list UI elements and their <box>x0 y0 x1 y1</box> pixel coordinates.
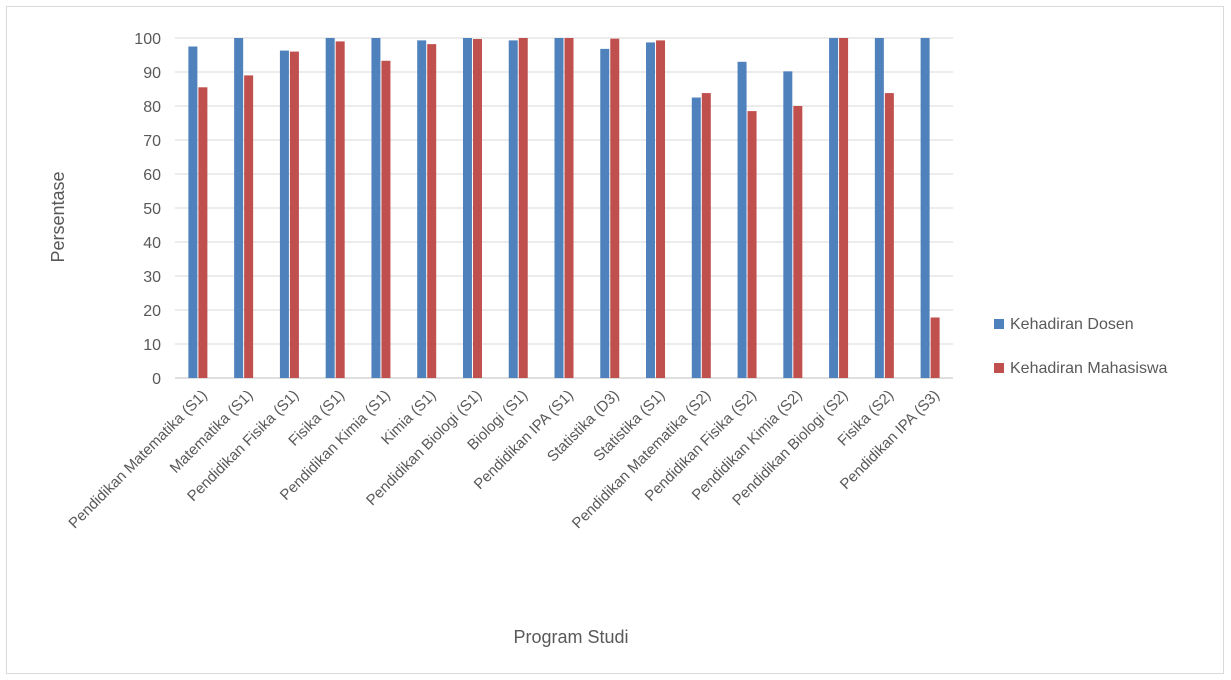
y-tick-label: 40 <box>143 235 161 252</box>
bar-dosen <box>188 46 198 378</box>
bar-mahasiswa <box>244 75 254 379</box>
bar-mahasiswa <box>472 39 482 379</box>
bar-dosen <box>371 38 381 378</box>
x-axis-ticks: Pendidikan Matematika (S1)Matematika (S1… <box>65 387 943 532</box>
bar-dosen <box>554 38 564 378</box>
y-tick-label: 70 <box>143 133 161 150</box>
bar-mahasiswa <box>656 40 666 378</box>
y-tick-label: 10 <box>143 337 161 354</box>
bar-mahasiswa <box>930 317 940 378</box>
bar-dosen <box>508 40 518 378</box>
x-axis-title: Program Studi <box>513 627 628 647</box>
bar-dosen <box>234 38 244 378</box>
bar-mahasiswa <box>610 38 620 379</box>
bar-chart: 0 10 20 30 40 50 60 70 80 90 100 Pendidikan Matema… <box>48 31 1168 647</box>
bar-dosen <box>737 61 747 379</box>
chart-frame: 0 10 20 30 40 50 60 70 80 90 100 Pendidikan Matema… <box>6 6 1224 674</box>
legend-swatch-dosen <box>994 319 1004 329</box>
bar-mahasiswa <box>564 38 574 378</box>
y-axis-title: Persentase <box>48 171 68 262</box>
y-axis-ticks: 0 10 20 30 40 50 60 70 80 90 100 <box>134 31 161 388</box>
legend-swatch-mahasiswa <box>994 363 1004 373</box>
legend-label-dosen: Kehadiran Dosen <box>1010 316 1134 333</box>
y-tick-label: 0 <box>152 371 161 388</box>
bar-mahasiswa <box>427 44 437 379</box>
bar-dosen <box>325 38 335 378</box>
bar-dosen <box>783 71 793 378</box>
bar-dosen <box>462 38 472 378</box>
y-tick-label: 90 <box>143 65 161 82</box>
bar-mahasiswa <box>701 93 711 378</box>
bar-dosen <box>600 48 610 378</box>
bar-dosen <box>691 97 701 378</box>
y-tick-label: 80 <box>143 99 161 116</box>
bar-dosen <box>920 38 930 378</box>
y-tick-label: 30 <box>143 269 161 286</box>
y-tick-label: 100 <box>134 31 161 48</box>
bar-mahasiswa <box>381 60 391 378</box>
bar-mahasiswa <box>518 38 528 378</box>
bar-mahasiswa <box>839 38 849 378</box>
y-tick-label: 20 <box>143 303 161 320</box>
y-tick-label: 50 <box>143 201 161 218</box>
legend: Kehadiran Dosen Kehadiran Mahasiswa <box>994 316 1168 377</box>
bar-dosen <box>279 50 289 379</box>
bars <box>188 38 940 379</box>
bar-mahasiswa <box>793 106 803 378</box>
y-tick-label: 60 <box>143 167 161 184</box>
bar-mahasiswa <box>289 51 299 378</box>
bar-dosen <box>417 40 427 378</box>
bar-mahasiswa <box>335 41 345 379</box>
bar-mahasiswa <box>747 111 757 378</box>
bar-mahasiswa <box>198 87 208 379</box>
x-tick-label: Matematika (S1) <box>167 387 257 477</box>
legend-label-mahasiswa: Kehadiran Mahasiswa <box>1010 360 1168 377</box>
bar-dosen <box>829 38 839 378</box>
bar-dosen <box>646 42 656 379</box>
bar-mahasiswa <box>884 93 894 378</box>
bar-dosen <box>874 38 884 378</box>
gridlines <box>175 37 953 379</box>
